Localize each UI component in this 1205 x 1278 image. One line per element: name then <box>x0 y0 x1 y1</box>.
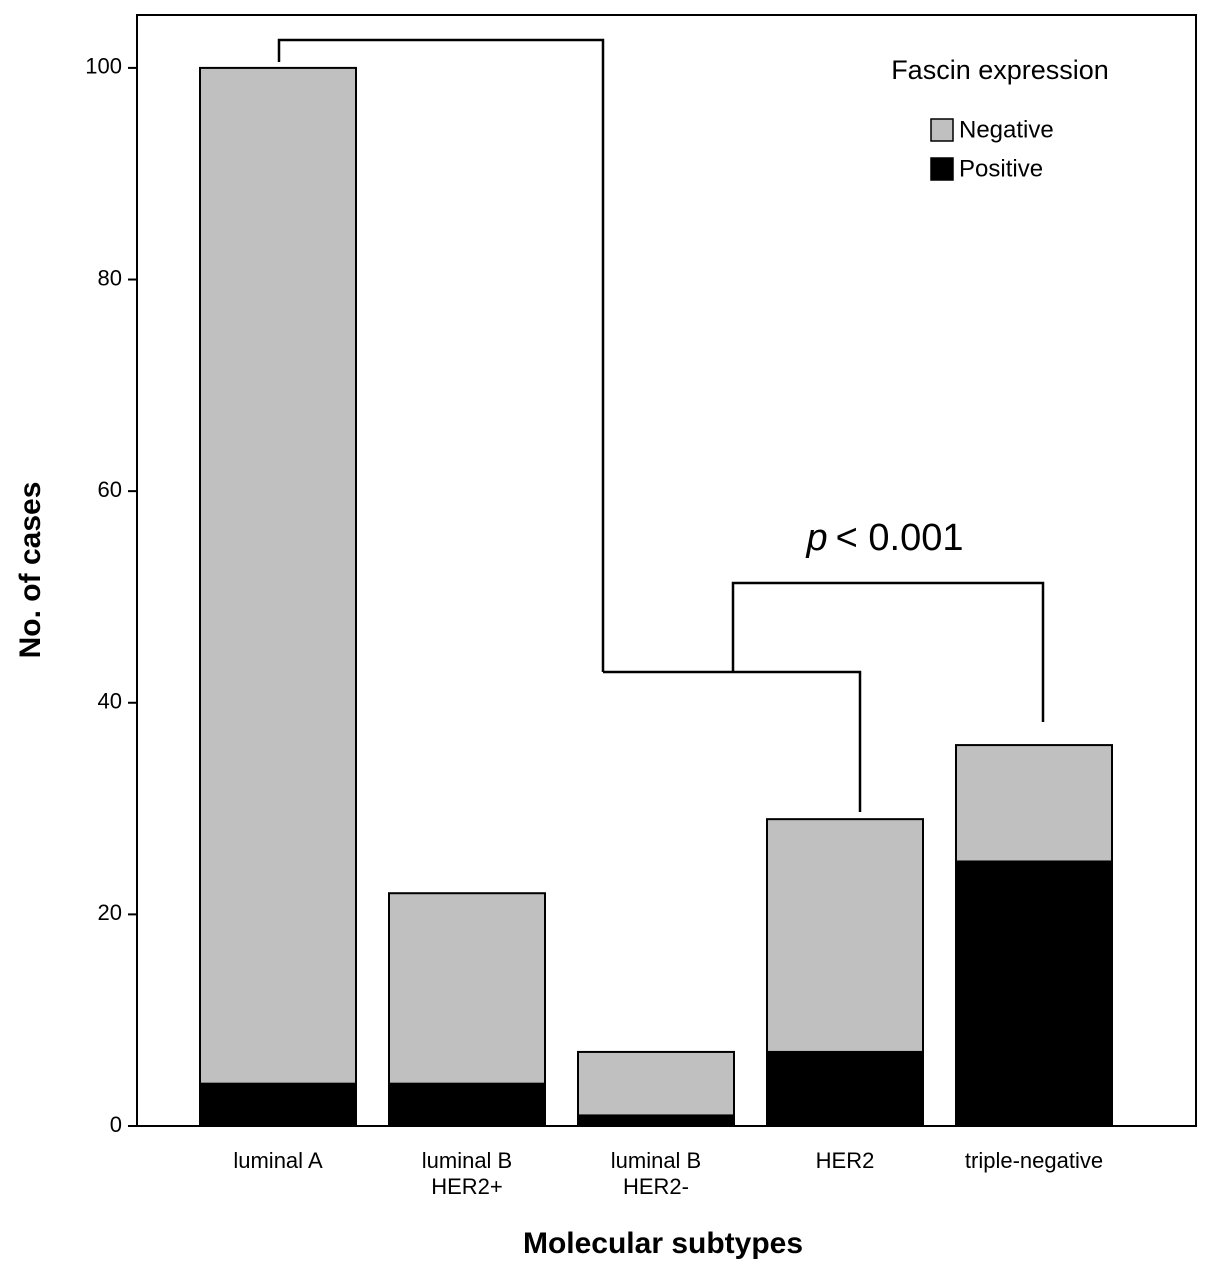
legend-label: Positive <box>959 155 1043 182</box>
bar-segment <box>577 1050 735 1117</box>
bar-segment <box>955 744 1113 863</box>
x-tick-label: luminal B <box>611 1148 701 1173</box>
y-tick-label: 40 <box>98 689 122 714</box>
bar-segment <box>766 818 924 1053</box>
y-tick-label: 100 <box>85 54 122 79</box>
bar-segment <box>388 892 546 1085</box>
x-tick-label: HER2 <box>816 1148 875 1173</box>
bar-segment <box>577 1114 735 1128</box>
bracket <box>603 670 862 812</box>
y-tick-label: 80 <box>98 265 122 290</box>
legend-label: Negative <box>959 116 1054 143</box>
x-tick-label: HER2- <box>623 1174 689 1199</box>
x-tick-label: triple-negative <box>965 1148 1103 1173</box>
y-axis-title: No. of cases <box>14 482 47 659</box>
annotation-part: p <box>806 517 828 559</box>
bracket <box>731 581 1045 722</box>
bar-segment <box>388 1082 546 1127</box>
bar-segment <box>199 1082 357 1127</box>
bracket <box>277 38 605 672</box>
x-tick-label: luminal B <box>422 1148 512 1173</box>
annotation: p < 0.001 <box>806 517 964 559</box>
y-tick-label: 60 <box>98 477 122 502</box>
legend-title: Fascin expression <box>891 55 1109 85</box>
x-axis-title: Molecular subtypes <box>523 1227 803 1260</box>
legend-swatch <box>930 118 954 142</box>
y-tick-label: 20 <box>98 900 122 925</box>
legend-swatch <box>930 157 954 181</box>
bar-segment <box>955 860 1113 1127</box>
bar-segment <box>199 66 357 1085</box>
annotation-part: < 0.001 <box>836 517 964 559</box>
y-tick-label: 0 <box>110 1112 122 1137</box>
bar-segment <box>766 1050 924 1128</box>
x-tick-label: HER2+ <box>431 1174 503 1199</box>
x-tick-label: luminal A <box>233 1148 323 1173</box>
